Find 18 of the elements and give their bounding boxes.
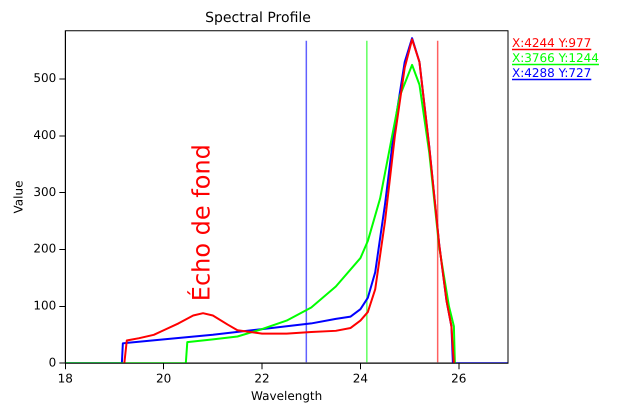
text: X:3766 Y:1244: [512, 50, 599, 65]
y-tick-label: 400: [33, 128, 56, 142]
y-tick-label: 300: [33, 184, 56, 199]
text: X:4288 Y:727: [512, 66, 592, 80]
y-tick-label: 200: [33, 242, 56, 256]
y-tick-label: 0: [48, 355, 56, 370]
chart-title: Spectral Profile: [205, 10, 311, 26]
x-tick-label: 18: [58, 372, 73, 386]
y-tick-label: 500: [33, 71, 56, 86]
x-tick-label: 24: [352, 372, 368, 386]
x-tick-label: 20: [156, 372, 172, 386]
y-axis-title: Value: [11, 180, 26, 214]
x-tick-label: 26: [451, 372, 466, 386]
x-axis-title: Wavelength: [251, 388, 322, 403]
y-tick-label: 100: [33, 298, 56, 313]
x-tick-label: 22: [254, 372, 270, 386]
text: X:4244 Y:977: [512, 36, 592, 50]
annotation: Écho de fond: [186, 144, 216, 302]
